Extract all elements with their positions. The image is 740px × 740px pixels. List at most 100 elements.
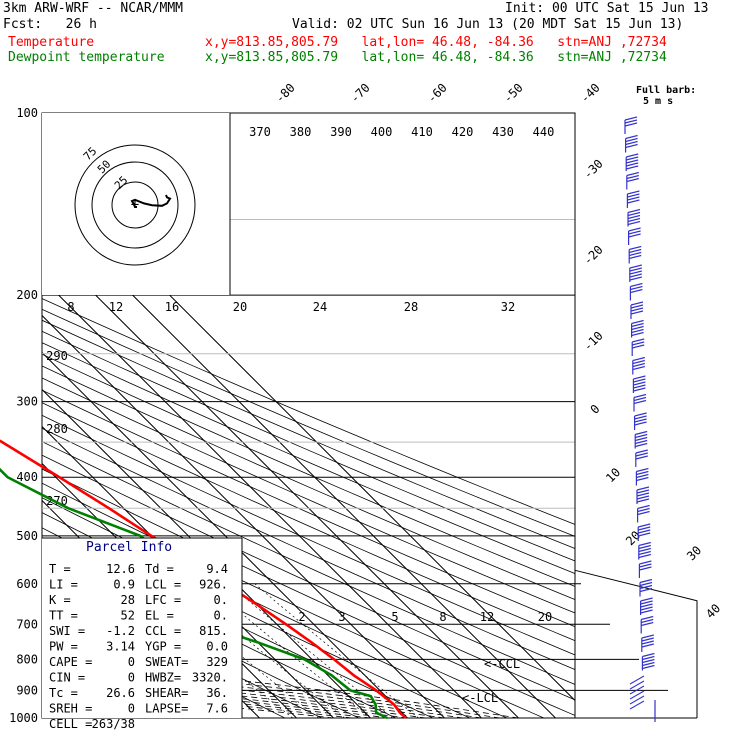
wind-barb-flag [635,449,648,454]
theta-label: 430 [492,125,514,139]
wind-barb-flag [639,581,653,587]
wind-barb-flag [627,208,641,214]
wind-barb-flag [626,153,639,158]
isotherm-line [42,240,519,718]
wind-barb-flag [625,143,638,149]
ccl-label: <-CCL [484,657,520,671]
pressure-tick-label: 200 [16,288,38,302]
wind-barb-flag [637,504,650,510]
dry-adiabat-line [42,454,575,701]
wind-barb-flag [638,550,651,556]
speed-label: 32 [501,300,515,314]
skew-boundary-line [574,569,698,718]
wind-barb-flag [638,541,651,547]
wind-barb-flag [636,476,649,482]
wind-barb-flag [635,452,648,457]
parcel-row-value: 0.9 [113,578,135,592]
wind-barb-flag [632,359,645,365]
parcel-row-label2: YGP = [145,640,181,654]
parcel-row-value2: 0. [214,593,228,607]
wind-barb-flag [638,532,651,537]
wind-barb-flag [635,433,648,439]
wind-barb-flag [625,137,638,143]
wind-barb-flag [627,214,641,220]
wind-barb [629,675,645,685]
parcel-row-label: CAPE = [49,655,92,669]
parcel-row-label: CIN = [49,671,85,685]
dry-adiabat-line [42,402,575,642]
wind-barb-flag [636,489,650,494]
wind-barb-flag [637,507,650,513]
isotherm-line [42,277,482,718]
wind-barb-flag [642,658,655,664]
wind-barb-flag [630,304,644,309]
isotherm-label: -60 [425,81,450,106]
isotherm-label: -30 [581,157,606,182]
dry-adiabat-line [42,427,575,670]
wind-barb-flag [633,384,646,389]
wind-barb-flag [640,606,653,611]
parcel-row-label: TT = [49,609,78,623]
parcel-row-value: 52 [121,609,135,623]
parcel-row-value2: 329 [206,655,228,669]
isotherm-label: 40 [703,601,723,621]
wind-barb-flag [639,578,653,584]
wind-barb-flag [634,415,647,420]
parcel-row-value2: 9.4 [206,562,228,576]
model-title: 3km ARW-WRF -- NCAR/MMM [3,1,184,16]
wind-barb-flag [633,378,646,383]
wind-barb-flag [636,492,650,497]
wind-barb-flag [627,199,640,204]
wind-barb-flag [635,439,648,445]
pressure-tick-label: 1000 [9,711,38,725]
wind-barb-flag [636,495,650,500]
wind-barb-flag [627,196,640,201]
wind-barb-flag [626,162,639,167]
parcel-row-value: 0 [128,702,135,716]
wind-barb-flag [641,637,654,642]
parcel-row-label2: LAPSE= [145,702,188,716]
wind-barb-flag [627,211,641,217]
wind-barb-flag [633,375,646,380]
wind-barb-flag [629,264,642,269]
dew-legend-label: Dewpoint temperature [8,50,165,65]
pressure-tick-label: 300 [16,395,38,409]
wind-barb-flag [638,547,651,553]
theta-label: 440 [533,125,555,139]
parcel-row-label: K = [49,593,71,607]
dry-adiabat-line [42,353,575,587]
parcel-row-label2: HWBZ= [145,671,181,685]
wind-barb-flag [629,273,642,278]
parcel-row-value: 263/38 [92,717,135,731]
forecast-hour: Fcst: 26 h [3,17,97,32]
wind-barb-flag [627,193,640,198]
temp-legend-location: x,y=813.85,805.79 lat,lon= 46.48, -84.36… [205,35,667,50]
theta-label: 290 [46,349,68,363]
dry-adiabat-line [42,377,575,614]
parcel-row-label2: CCL = [145,624,181,638]
theta-label: 280 [46,422,68,436]
wind-barb-flag [639,584,653,590]
parcel-row-label2: LCL = [145,578,181,592]
wind-barb-flag [641,634,654,639]
parcel-row-value2: 0.0 [206,640,228,654]
parcel-panel [42,538,242,718]
wind-barb-flag [632,365,645,371]
parcel-row-value2: 0. [214,609,228,623]
mixing-ratio-label: 8 [439,610,446,624]
parcel-row-label2: EL = [145,609,174,623]
parcel-row-value: 26.6 [106,686,135,700]
parcel-row-value: 28 [121,593,135,607]
wind-barb-flag [624,116,638,121]
wind-barb-flag [636,498,650,503]
speed-label: 12 [109,300,123,314]
pressure-tick-label: 600 [16,577,38,591]
wind-barb-flag [642,655,655,661]
wind-barb-flag [630,282,643,288]
parcel-row-label: SREH = [49,702,92,716]
parcel-row-value: 0 [128,655,135,669]
dry-adiabat-line [42,365,575,601]
isotherm-label: 30 [684,543,704,563]
